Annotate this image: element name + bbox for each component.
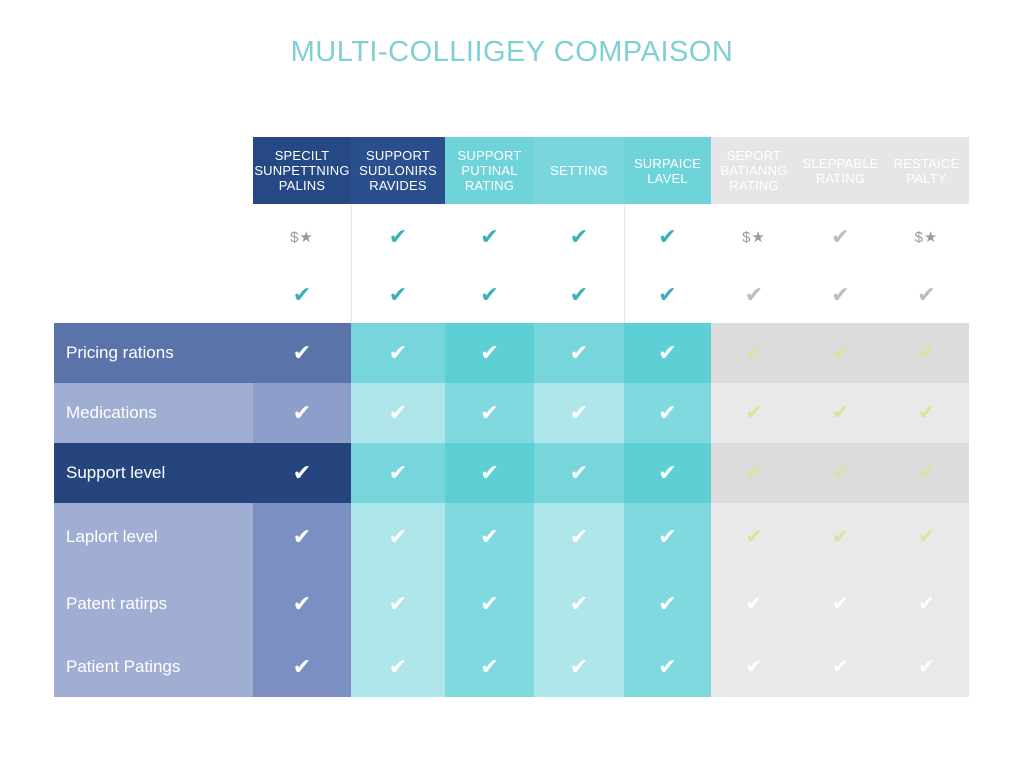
check-icon: ✔	[797, 503, 884, 570]
check-icon: ✔	[388, 281, 408, 307]
check-icon: ✔	[624, 637, 711, 697]
chart-title: MULTI-COLLIIGEY COMPAISON	[290, 36, 734, 68]
check-icon: ✔	[292, 281, 312, 307]
check-icon: ✔	[624, 323, 711, 383]
check-icon: ✔	[253, 637, 351, 697]
row-label: Pricing rations	[54, 323, 253, 383]
check-icon: ✔	[711, 570, 797, 637]
column-header: SEPORT BATIANNG RATING	[711, 137, 797, 204]
check-icon: ✔	[884, 323, 969, 383]
check-icon: ✔	[711, 323, 797, 383]
check-icon: ✔	[351, 637, 445, 697]
check-icon: ✔	[534, 443, 624, 503]
column-header: SPECILT SUNPETTNING PALINS	[253, 137, 351, 204]
check-icon: ✔	[797, 637, 884, 697]
row-label: Support level	[54, 443, 253, 503]
column-divider	[351, 204, 352, 323]
row-label: Laplort level	[54, 503, 253, 570]
column-header: SUPPORT SUDLONIRS RAVIDES	[351, 137, 445, 204]
check-icon: ✔	[253, 383, 351, 443]
check-icon: ✔	[534, 323, 624, 383]
check-icon: ✔	[480, 224, 499, 249]
check-icon: ✔	[534, 503, 624, 570]
check-icon: ✔	[534, 637, 624, 697]
check-icon: ✔	[351, 503, 445, 570]
check-icon: ✔	[534, 383, 624, 443]
check-icon: ✔	[624, 383, 711, 443]
check-icon: ✔	[253, 570, 351, 637]
check-icon: ✔	[569, 281, 589, 307]
check-icon: ✔	[253, 323, 351, 383]
check-icon: ✔	[884, 443, 969, 503]
check-icon: ✔	[624, 503, 711, 570]
column-header: SURPAICE LAVEL	[624, 137, 711, 204]
check-icon: ✔	[797, 383, 884, 443]
check-icon: ✔	[569, 224, 589, 249]
column-header: SUPPORT PUTINAL RATING	[445, 137, 534, 204]
check-icon: ✔	[711, 443, 797, 503]
check-icon: ✔	[351, 383, 445, 443]
check-icon: ✔	[388, 224, 408, 249]
check-icon: ✔	[253, 443, 351, 503]
check-icon: ✔	[711, 503, 797, 570]
check-icon: ✔	[711, 383, 797, 443]
check-icon: ✔	[351, 570, 445, 637]
check-icon: ✔	[831, 281, 850, 307]
row-label: Medications	[54, 383, 253, 443]
check-icon: ✔	[797, 443, 884, 503]
check-icon: ✔	[884, 637, 969, 697]
check-icon: ✔	[624, 443, 711, 503]
check-icon: ✔	[445, 503, 534, 570]
check-icon: ✔	[744, 281, 764, 307]
row-label: Patient Patings	[54, 637, 253, 697]
column-divider	[624, 204, 625, 323]
check-icon: ✔	[445, 323, 534, 383]
row-label: Patent ratirps	[54, 570, 253, 637]
rating-symbol: $★	[914, 228, 939, 246]
check-icon: ✔	[884, 570, 969, 637]
column-header: RESTAICE PALTY	[884, 137, 969, 204]
rating-symbol: $★	[290, 228, 314, 246]
check-icon: ✔	[884, 383, 969, 443]
check-icon: ✔	[624, 570, 711, 637]
check-icon: ✔	[351, 443, 445, 503]
column-header: SETTING	[534, 137, 624, 204]
check-icon: ✔	[917, 281, 936, 307]
check-icon: ✔	[884, 503, 969, 570]
rating-symbol: $★	[742, 228, 766, 246]
check-icon: ✔	[831, 224, 850, 249]
check-icon: ✔	[658, 224, 677, 249]
check-icon: ✔	[797, 570, 884, 637]
check-icon: ✔	[445, 637, 534, 697]
check-icon: ✔	[480, 281, 499, 307]
check-icon: ✔	[534, 570, 624, 637]
check-icon: ✔	[445, 383, 534, 443]
check-icon: ✔	[351, 323, 445, 383]
check-icon: ✔	[797, 323, 884, 383]
column-header: SLEPPABLE RATING	[797, 137, 884, 204]
check-icon: ✔	[445, 443, 534, 503]
check-icon: ✔	[658, 281, 677, 307]
check-icon: ✔	[445, 570, 534, 637]
check-icon: ✔	[711, 637, 797, 697]
check-icon: ✔	[253, 503, 351, 570]
